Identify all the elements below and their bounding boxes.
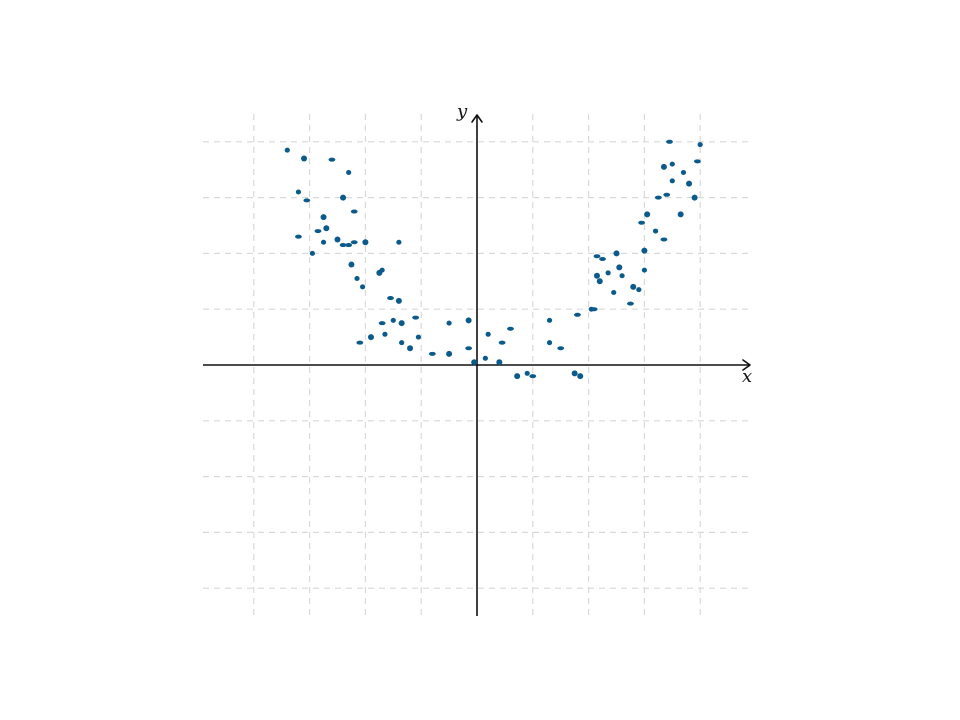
- data-point: [498, 340, 506, 345]
- data-point: [574, 312, 581, 317]
- data-point: [663, 192, 671, 197]
- axes: x y: [203, 101, 752, 616]
- data-point: [376, 269, 383, 276]
- data-point: [396, 239, 402, 245]
- data-points: [284, 139, 703, 380]
- data-point: [465, 317, 472, 324]
- data-point: [407, 345, 414, 352]
- data-point: [627, 301, 634, 306]
- data-point: [412, 315, 420, 320]
- data-point: [496, 359, 503, 366]
- data-point: [398, 320, 405, 327]
- data-point: [529, 374, 537, 379]
- data-point: [686, 180, 693, 187]
- data-point: [599, 256, 606, 261]
- data-point: [340, 194, 347, 201]
- data-point: [697, 142, 703, 148]
- data-point: [390, 317, 396, 323]
- data-point: [660, 237, 668, 242]
- data-point: [482, 355, 488, 361]
- y-axis-label: y: [456, 101, 468, 122]
- data-point: [367, 334, 374, 341]
- data-point: [557, 346, 565, 351]
- data-point: [613, 250, 620, 257]
- data-point: [446, 320, 452, 326]
- data-point: [641, 267, 648, 273]
- data-point: [348, 261, 355, 268]
- data-point: [605, 270, 611, 276]
- data-point: [644, 211, 651, 218]
- data-point: [323, 225, 330, 232]
- data-point: [354, 276, 360, 282]
- data-point: [666, 139, 673, 144]
- data-point: [295, 189, 302, 195]
- data-point: [446, 350, 453, 357]
- data-point: [669, 161, 675, 167]
- data-point: [677, 211, 684, 218]
- data-point: [596, 278, 603, 285]
- data-point: [680, 169, 687, 175]
- data-point: [350, 240, 358, 245]
- data-point: [314, 229, 322, 234]
- data-point: [694, 159, 701, 164]
- data-point: [660, 163, 667, 170]
- data-point: [514, 373, 521, 380]
- data-point: [619, 273, 625, 279]
- data-point: [485, 331, 491, 337]
- data-point: [611, 289, 617, 295]
- data-point: [524, 370, 530, 376]
- data-point: [360, 284, 366, 290]
- data-point: [636, 287, 642, 293]
- data-point: [387, 296, 394, 301]
- data-point: [630, 283, 637, 290]
- data-point: [415, 334, 422, 340]
- data-point: [590, 307, 598, 312]
- data-point: [320, 239, 327, 245]
- data-point: [356, 340, 364, 345]
- data-point: [571, 370, 578, 377]
- data-point: [328, 157, 336, 162]
- data-point: [471, 359, 478, 366]
- x-axis-arrowhead: [742, 359, 751, 371]
- data-point: [654, 195, 662, 200]
- data-point: [638, 220, 646, 225]
- data-point: [616, 264, 623, 271]
- data-point: [345, 243, 353, 248]
- data-point: [309, 250, 315, 256]
- data-point: [395, 297, 402, 304]
- data-point: [507, 326, 514, 331]
- data-point: [593, 254, 601, 259]
- grid-lines: [203, 114, 751, 616]
- data-point: [295, 234, 302, 239]
- data-point: [669, 178, 675, 184]
- data-point: [691, 194, 698, 201]
- data-point: [303, 198, 311, 203]
- data-point: [546, 317, 553, 323]
- data-point: [346, 169, 352, 175]
- data-point: [399, 340, 405, 346]
- data-point: [428, 351, 436, 356]
- data-point: [652, 228, 659, 234]
- data-point: [334, 236, 341, 243]
- x-axis-label: x: [742, 366, 752, 387]
- data-point: [465, 346, 473, 351]
- data-point: [641, 247, 648, 254]
- data-point: [362, 239, 369, 246]
- data-point: [301, 155, 308, 162]
- data-point: [593, 272, 600, 279]
- data-point: [284, 147, 290, 153]
- data-point: [546, 340, 553, 346]
- data-point: [339, 243, 347, 248]
- data-point: [382, 331, 388, 337]
- data-point: [320, 214, 327, 221]
- data-point: [577, 373, 584, 380]
- data-point: [378, 321, 386, 326]
- y-axis-arrowhead: [471, 114, 483, 123]
- data-point: [350, 209, 358, 214]
